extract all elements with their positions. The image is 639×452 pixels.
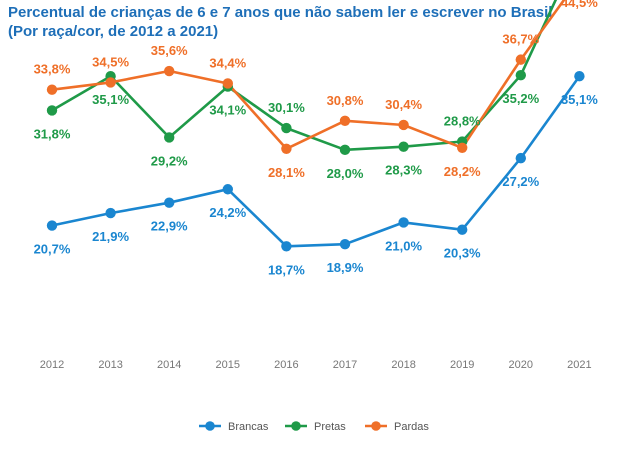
data-label-pardas: 28,2% (444, 164, 481, 179)
data-label-pretas: 28,3% (385, 163, 422, 178)
data-point-pardas (164, 65, 175, 77)
data-label-pardas: 33,8% (34, 62, 71, 77)
data-point-pardas (457, 142, 468, 153)
data-label-pretas: 35,1% (92, 92, 129, 107)
data-label-pretas: 28,8% (444, 114, 481, 129)
data-label-pretas: 34,1% (209, 103, 246, 118)
data-label-pardas: 34,4% (209, 55, 246, 70)
data-point-pardas (105, 77, 116, 88)
x-tick-label: 2016 (274, 359, 298, 371)
data-point-pardas (515, 54, 526, 65)
data-point-pardas (222, 78, 233, 89)
data-label-brancas: 20,3% (444, 246, 481, 261)
data-point-brancas (515, 152, 526, 164)
data-label-pardas: 35,6% (151, 43, 188, 58)
data-label-brancas: 21,9% (92, 229, 129, 244)
data-label-brancas: 35,1% (561, 92, 598, 107)
x-tick-label: 2014 (157, 359, 181, 371)
data-label-pardas: 36,7% (502, 32, 539, 47)
x-tick-label: 2013 (98, 359, 122, 371)
x-tick-label: 2012 (40, 359, 64, 371)
chart-title: Percentual de crianças de 6 e 7 anos que… (8, 3, 552, 41)
data-point-pretas (515, 69, 526, 81)
x-tick-label: 2015 (216, 359, 240, 371)
legend-marker (371, 421, 381, 431)
legend-marker (291, 421, 301, 431)
chart-subtitle: (Por raça/cor, de 2012 a 2021) (8, 23, 219, 40)
data-label-brancas: 18,7% (268, 262, 305, 277)
chart-title-text: Percentual de crianças de 6 e 7 anos que… (8, 4, 553, 21)
legend-item-pardas: Pardas (365, 421, 429, 433)
data-label-pardas: 30,4% (385, 97, 422, 112)
legend-label: Pardas (394, 421, 429, 433)
data-point-brancas (339, 239, 351, 250)
data-point-brancas (222, 184, 233, 195)
legend-marker (205, 421, 215, 431)
data-point-pretas (164, 132, 175, 143)
data-point-brancas (281, 241, 292, 252)
data-point-pretas (281, 122, 292, 134)
legend-label: Pretas (314, 421, 346, 433)
x-tick-label: 2018 (391, 359, 415, 371)
data-label-pretas: 30,1% (268, 100, 305, 115)
legend-item-pretas: Pretas (285, 421, 346, 433)
legend-item-brancas: Brancas (199, 421, 269, 433)
data-label-pardas: 28,1% (268, 165, 305, 180)
data-label-pretas: 29,2% (151, 153, 188, 168)
data-label-brancas: 22,9% (151, 219, 188, 234)
data-label-brancas: 27,2% (502, 174, 539, 189)
x-tick-label: 2017 (333, 359, 357, 371)
data-point-brancas (398, 217, 409, 228)
x-tick-label: 2020 (509, 359, 533, 371)
x-tick-label: 2019 (450, 359, 474, 371)
data-label-brancas: 18,9% (327, 260, 364, 275)
data-point-pretas (46, 105, 58, 116)
x-tick-label: 2021 (567, 359, 591, 371)
data-label-brancas: 24,2% (209, 205, 246, 220)
data-label-pardas: 34,5% (92, 54, 129, 69)
data-point-brancas (164, 197, 175, 208)
data-point-pardas (339, 115, 351, 127)
data-label-pardas: 44,5% (561, 0, 598, 10)
legend-label: Brancas (228, 421, 269, 433)
data-point-pretas (339, 144, 351, 156)
series-line-brancas (51, 75, 581, 248)
data-point-pardas (398, 119, 409, 131)
data-point-pretas (398, 141, 409, 152)
data-label-pretas: 31,8% (34, 126, 71, 141)
data-point-pardas (46, 84, 58, 95)
data-point-brancas (46, 220, 58, 231)
series-line-pretas (51, 0, 558, 152)
series-line-pardas (51, 0, 566, 151)
data-label-brancas: 21,0% (385, 238, 422, 253)
data-label-brancas: 20,7% (34, 242, 71, 257)
data-point-brancas (105, 207, 116, 219)
data-point-brancas (574, 71, 585, 82)
data-point-pardas (281, 143, 292, 155)
data-label-pardas: 30,8% (327, 93, 364, 108)
data-label-pretas: 35,2% (502, 91, 539, 106)
data-point-brancas (457, 224, 468, 235)
data-label-pretas: 28,0% (327, 166, 364, 181)
